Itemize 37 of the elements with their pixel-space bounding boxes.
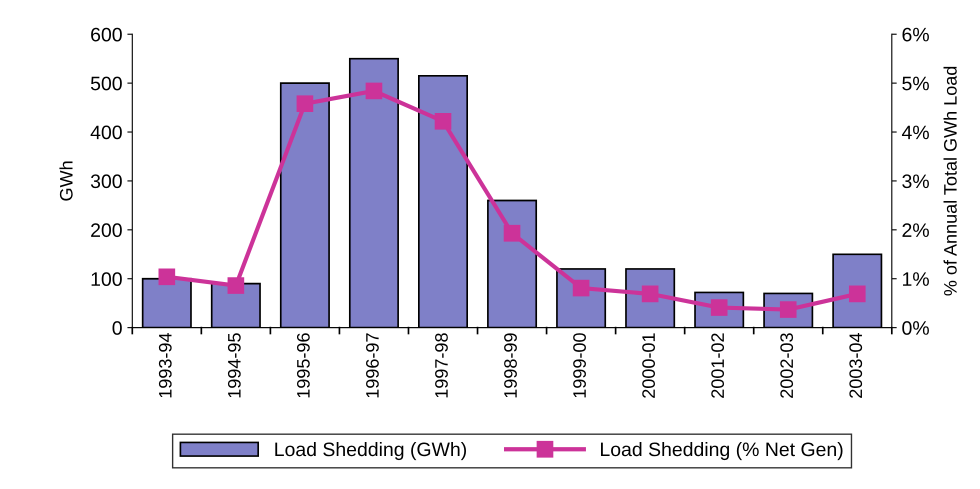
x-tick-label: 1997-98 bbox=[435, 333, 448, 398]
y-tick-label: 600 bbox=[91, 28, 122, 42]
y-tick-label: 0 bbox=[112, 321, 122, 335]
x-tick-label: 1998-99 bbox=[504, 333, 517, 398]
point bbox=[228, 277, 244, 294]
y-tick-label: 400 bbox=[90, 126, 122, 140]
x-tick-label: 1994-95 bbox=[228, 333, 241, 398]
y-tick-label: 100 bbox=[92, 272, 122, 286]
x-tick-label: 1999-00 bbox=[573, 333, 586, 398]
point bbox=[158, 268, 176, 286]
x-tick-label: 2001-02 bbox=[711, 333, 724, 398]
y2-axis-title: % of Annual Total GWh Load bbox=[944, 66, 957, 296]
point bbox=[504, 224, 520, 242]
x-tick-label: 2002-03 bbox=[780, 333, 794, 398]
y2-tick-label: 5% bbox=[902, 76, 929, 90]
x-tick-label: 1995-96 bbox=[296, 333, 310, 398]
x-tick-label: 1993-94 bbox=[158, 333, 172, 398]
point bbox=[434, 112, 452, 130]
y-tick-label: 200 bbox=[91, 223, 122, 238]
y-tick-label: 300 bbox=[90, 174, 122, 188]
point bbox=[572, 280, 590, 296]
x-tick-label: 1996-97 bbox=[366, 333, 379, 398]
y2-tick-label: 4% bbox=[902, 126, 929, 140]
x-tick-label: 2000-01 bbox=[642, 333, 655, 398]
point bbox=[366, 82, 382, 100]
point bbox=[848, 286, 866, 302]
y-axis-title: GWh bbox=[59, 162, 73, 201]
y-tick-label: 500 bbox=[90, 76, 122, 90]
y2-tick-label: 6% bbox=[902, 28, 929, 42]
y2-tick-label: 0% bbox=[902, 321, 929, 335]
point bbox=[296, 95, 314, 112]
legend-label: Load Shedding (% Net Gen) bbox=[601, 442, 843, 460]
y2-tick-label: 1% bbox=[903, 272, 929, 286]
legend-label: Load Shedding (GWh) bbox=[275, 442, 466, 460]
y2-tick-label: 3% bbox=[902, 174, 929, 188]
y2-tick-label: 2% bbox=[902, 223, 929, 237]
x-tick-label: 2003-04 bbox=[849, 333, 862, 398]
